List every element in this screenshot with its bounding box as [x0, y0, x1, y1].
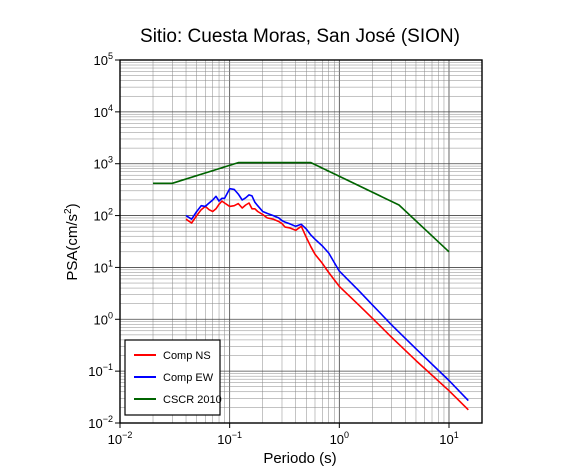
y-tick-label: 10−1: [88, 362, 113, 379]
series-line: [185, 200, 469, 411]
y-axis-label-close: ): [64, 203, 81, 208]
y-axis-label-base: PSA(cm/s: [64, 214, 81, 281]
y-tick-label: 103: [94, 155, 113, 172]
legend-label: CSCR 2010: [163, 394, 222, 406]
legend-label: Comp NS: [163, 350, 211, 362]
x-tick-label: 100: [330, 430, 349, 447]
y-tick-label: 10−2: [88, 414, 113, 431]
y-ticks: 10−2 10−1 100 101 102 103 104 105: [88, 51, 120, 431]
plot-lines: [153, 161, 469, 411]
grid: [120, 60, 482, 423]
plot-frame: [119, 59, 483, 424]
series-line: [153, 161, 450, 253]
legend-label: Comp EW: [163, 372, 214, 384]
x-tick-label: 10−2: [108, 430, 133, 447]
y-axis-label: PSA(cm/s2): [63, 203, 81, 280]
x-axis-label: Periodo (s): [263, 450, 336, 467]
legend: Comp NS Comp EW CSCR 2010: [124, 339, 222, 416]
y-tick-label: 102: [94, 207, 113, 224]
y-tick-label: 104: [94, 103, 113, 120]
y-tick-label: 100: [94, 310, 113, 327]
y-tick-label: 105: [94, 51, 113, 68]
x-tick-label: 101: [439, 430, 458, 447]
series-line: [185, 187, 469, 402]
x-ticks: 10−2 10−1 100 101: [108, 423, 459, 447]
y-axis-label-exp: 2: [63, 208, 74, 214]
x-tick-label: 10−1: [217, 430, 242, 447]
chart-title: Sitio: Cuesta Moras, San José (SION): [140, 26, 460, 47]
y-tick-label: 101: [94, 258, 113, 275]
